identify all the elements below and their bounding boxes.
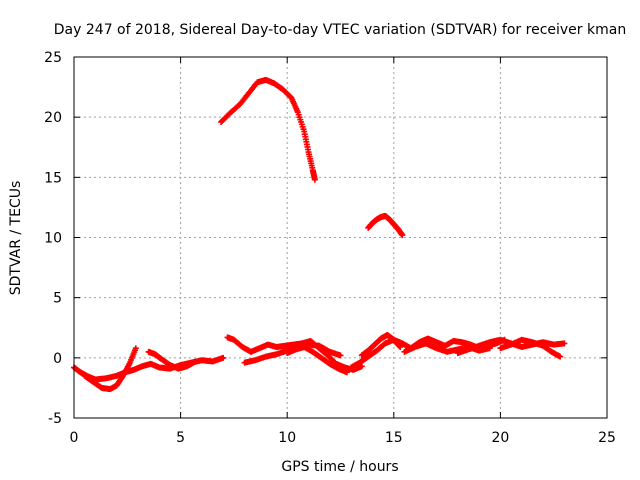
y-axis-title: SDTVAR / TECUs <box>8 181 24 296</box>
data-point <box>486 345 493 352</box>
y-tick-label: 15 <box>44 170 62 186</box>
data-point <box>192 358 199 365</box>
series-base-7 <box>348 335 508 371</box>
x-tick-label: 5 <box>176 430 185 446</box>
axis-ticks: 0 5 10 15 20 25 -5 0 5 10 15 20 25 <box>44 50 616 446</box>
y-tick-label: 20 <box>44 110 62 126</box>
y-tick-label: 10 <box>44 231 62 247</box>
y-tick-label: 25 <box>44 50 62 66</box>
y-tick-label: 0 <box>53 351 62 367</box>
x-tick-label: 10 <box>278 430 296 446</box>
series-base-11 <box>497 336 564 360</box>
x-tick-label: 20 <box>491 430 509 446</box>
y-tick-label: -5 <box>48 411 62 427</box>
series-arc-high <box>218 76 318 183</box>
x-tick-label: 0 <box>70 430 79 446</box>
data-point <box>557 353 564 360</box>
series-base-6 <box>284 344 350 376</box>
series-base-1 <box>71 354 227 383</box>
data-point <box>311 176 318 183</box>
y-tick-label: 5 <box>53 291 62 307</box>
data-point <box>220 354 227 361</box>
series-base-8 <box>358 331 404 359</box>
x-axis-title: GPS time / hours <box>281 459 398 475</box>
x-tick-label: 15 <box>385 430 403 446</box>
data-points <box>71 76 568 393</box>
data-point <box>343 369 350 376</box>
data-point <box>337 352 344 359</box>
data-point <box>561 340 568 347</box>
series-base-4 <box>224 334 365 373</box>
series-arc-mid <box>365 212 406 239</box>
data-point <box>132 345 139 352</box>
chart-title: Day 247 of 2018, Sidereal Day-to-day VTE… <box>54 22 626 38</box>
data-point <box>358 363 365 370</box>
series-base-2 <box>81 345 139 393</box>
series-base-3 <box>145 348 199 372</box>
data-point <box>397 344 404 351</box>
x-tick-label: 25 <box>598 430 616 446</box>
series-base-5 <box>241 341 344 366</box>
data-point <box>399 232 406 239</box>
